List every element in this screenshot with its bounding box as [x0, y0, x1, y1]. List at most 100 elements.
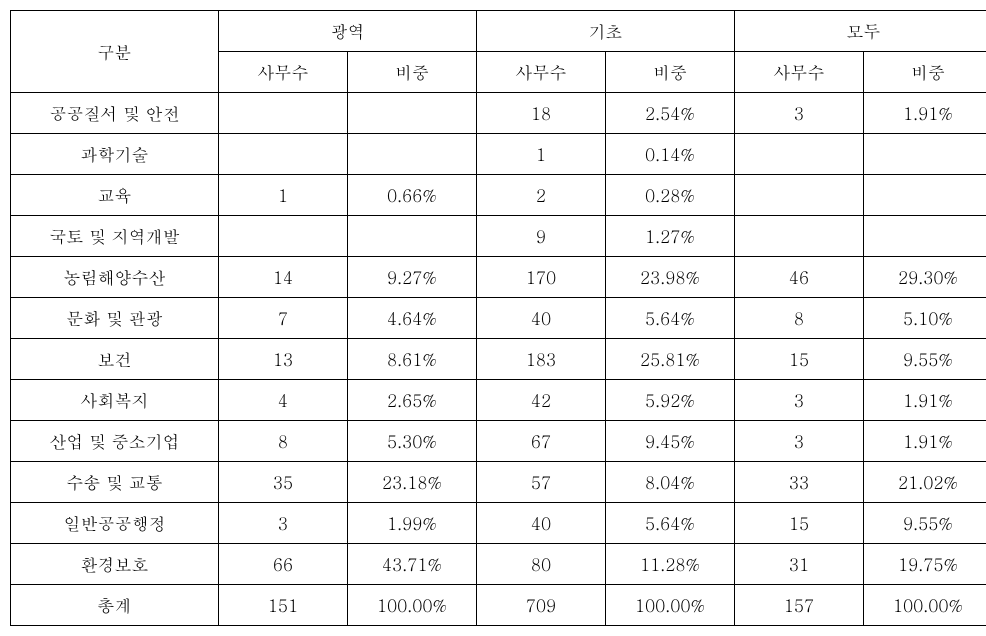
table-row: 보건138.61%18325.81%159.55%	[11, 339, 986, 380]
row-label: 산업 및 중소기업	[11, 421, 219, 462]
row-g1-count: 4	[219, 380, 348, 421]
row-g1-count: 8	[219, 421, 348, 462]
row-g3-ratio: 9.55%	[864, 503, 986, 544]
row-g1-ratio: 0.66%	[348, 175, 477, 216]
row-g2-count: 9	[477, 216, 606, 257]
row-g3-ratio: 100.00%	[864, 585, 986, 626]
row-g2-ratio: 0.14%	[606, 134, 735, 175]
row-g3-count: 3	[735, 93, 864, 134]
row-g2-count: 42	[477, 380, 606, 421]
row-g1-ratio: 8.61%	[348, 339, 477, 380]
row-g2-count: 80	[477, 544, 606, 585]
row-g3-ratio: 9.55%	[864, 339, 986, 380]
row-g1-count: 35	[219, 462, 348, 503]
header-g3-count: 사무수	[735, 52, 864, 93]
row-label: 교육	[11, 175, 219, 216]
header-group2: 기초	[477, 11, 735, 52]
row-label: 공공질서 및 안전	[11, 93, 219, 134]
header-g2-count: 사무수	[477, 52, 606, 93]
row-g1-ratio: 43.71%	[348, 544, 477, 585]
row-g3-count: 3	[735, 421, 864, 462]
row-g2-count: 57	[477, 462, 606, 503]
row-label: 문화 및 관광	[11, 298, 219, 339]
header-g1-ratio: 비중	[348, 52, 477, 93]
table-row: 수송 및 교통3523.18%578.04%3321.02%	[11, 462, 986, 503]
table-row: 사회복지42.65%425.92%31.91%	[11, 380, 986, 421]
row-g1-ratio: 4.64%	[348, 298, 477, 339]
row-g2-ratio: 23.98%	[606, 257, 735, 298]
table-body: 공공질서 및 안전182.54%31.91%과학기술10.14%교육10.66%…	[11, 93, 986, 626]
row-g2-ratio: 2.54%	[606, 93, 735, 134]
row-g3-count: 3	[735, 380, 864, 421]
header-category: 구분	[11, 11, 219, 93]
row-g3-count	[735, 134, 864, 175]
row-g3-count: 15	[735, 339, 864, 380]
row-label: 국토 및 지역개발	[11, 216, 219, 257]
row-g1-ratio: 2.65%	[348, 380, 477, 421]
table-row: 문화 및 관광74.64%405.64%85.10%	[11, 298, 986, 339]
table-row: 산업 및 중소기업85.30%679.45%31.91%	[11, 421, 986, 462]
row-g3-ratio: 1.91%	[864, 380, 986, 421]
row-g2-ratio: 1.27%	[606, 216, 735, 257]
row-g1-ratio: 5.30%	[348, 421, 477, 462]
row-g2-ratio: 9.45%	[606, 421, 735, 462]
row-g2-count: 183	[477, 339, 606, 380]
row-g1-ratio: 1.99%	[348, 503, 477, 544]
row-g2-ratio: 5.92%	[606, 380, 735, 421]
row-g3-count: 157	[735, 585, 864, 626]
row-g2-count: 709	[477, 585, 606, 626]
row-g2-ratio: 100.00%	[606, 585, 735, 626]
row-g1-count	[219, 93, 348, 134]
row-g2-ratio: 11.28%	[606, 544, 735, 585]
table-row: 일반공공행정31.99%405.64%159.55%	[11, 503, 986, 544]
row-g2-count: 40	[477, 298, 606, 339]
table-header: 구분 광역 기초 모두 사무수 비중 사무수 비중 사무수 비중	[11, 11, 986, 93]
row-g3-count: 31	[735, 544, 864, 585]
row-g2-count: 18	[477, 93, 606, 134]
row-g1-count: 13	[219, 339, 348, 380]
row-g2-count: 40	[477, 503, 606, 544]
row-g3-count: 15	[735, 503, 864, 544]
data-table: 구분 광역 기초 모두 사무수 비중 사무수 비중 사무수 비중 공공질서 및 …	[10, 10, 986, 626]
header-g1-count: 사무수	[219, 52, 348, 93]
row-g3-count	[735, 175, 864, 216]
table-row: 국토 및 지역개발 91.27%	[11, 216, 986, 257]
header-group1: 광역	[219, 11, 477, 52]
row-label: 총계	[11, 585, 219, 626]
row-g3-ratio: 1.91%	[864, 93, 986, 134]
row-g2-ratio: 8.04%	[606, 462, 735, 503]
table-row: 교육10.66%20.28%	[11, 175, 986, 216]
row-g2-ratio: 5.64%	[606, 298, 735, 339]
row-label: 환경보호	[11, 544, 219, 585]
table-row: 농림해양수산149.27%17023.98%4629.30%	[11, 257, 986, 298]
row-g3-ratio: 1.91%	[864, 421, 986, 462]
table-row: 환경보호6643.71%8011.28%3119.75%	[11, 544, 986, 585]
row-g1-count: 3	[219, 503, 348, 544]
row-g3-ratio	[864, 134, 986, 175]
row-g3-ratio	[864, 216, 986, 257]
row-g2-ratio: 5.64%	[606, 503, 735, 544]
table-row: 공공질서 및 안전 182.54%31.91%	[11, 93, 986, 134]
row-label: 과학기술	[11, 134, 219, 175]
row-g3-count: 33	[735, 462, 864, 503]
row-g2-count: 1	[477, 134, 606, 175]
row-label: 사회복지	[11, 380, 219, 421]
row-g1-ratio	[348, 93, 477, 134]
header-g3-ratio: 비중	[864, 52, 986, 93]
row-g1-count: 151	[219, 585, 348, 626]
row-g3-ratio: 5.10%	[864, 298, 986, 339]
row-g1-ratio	[348, 216, 477, 257]
row-g2-count: 67	[477, 421, 606, 462]
row-g3-ratio	[864, 175, 986, 216]
header-group3: 모두	[735, 11, 986, 52]
row-g1-count	[219, 216, 348, 257]
row-g3-count	[735, 216, 864, 257]
row-g1-count: 7	[219, 298, 348, 339]
table-row: 총계151100.00%709100.00%157100.00%	[11, 585, 986, 626]
row-g2-count: 2	[477, 175, 606, 216]
row-label: 일반공공행정	[11, 503, 219, 544]
row-g1-count	[219, 134, 348, 175]
row-g1-ratio: 23.18%	[348, 462, 477, 503]
row-g3-ratio: 29.30%	[864, 257, 986, 298]
row-g2-ratio: 25.81%	[606, 339, 735, 380]
